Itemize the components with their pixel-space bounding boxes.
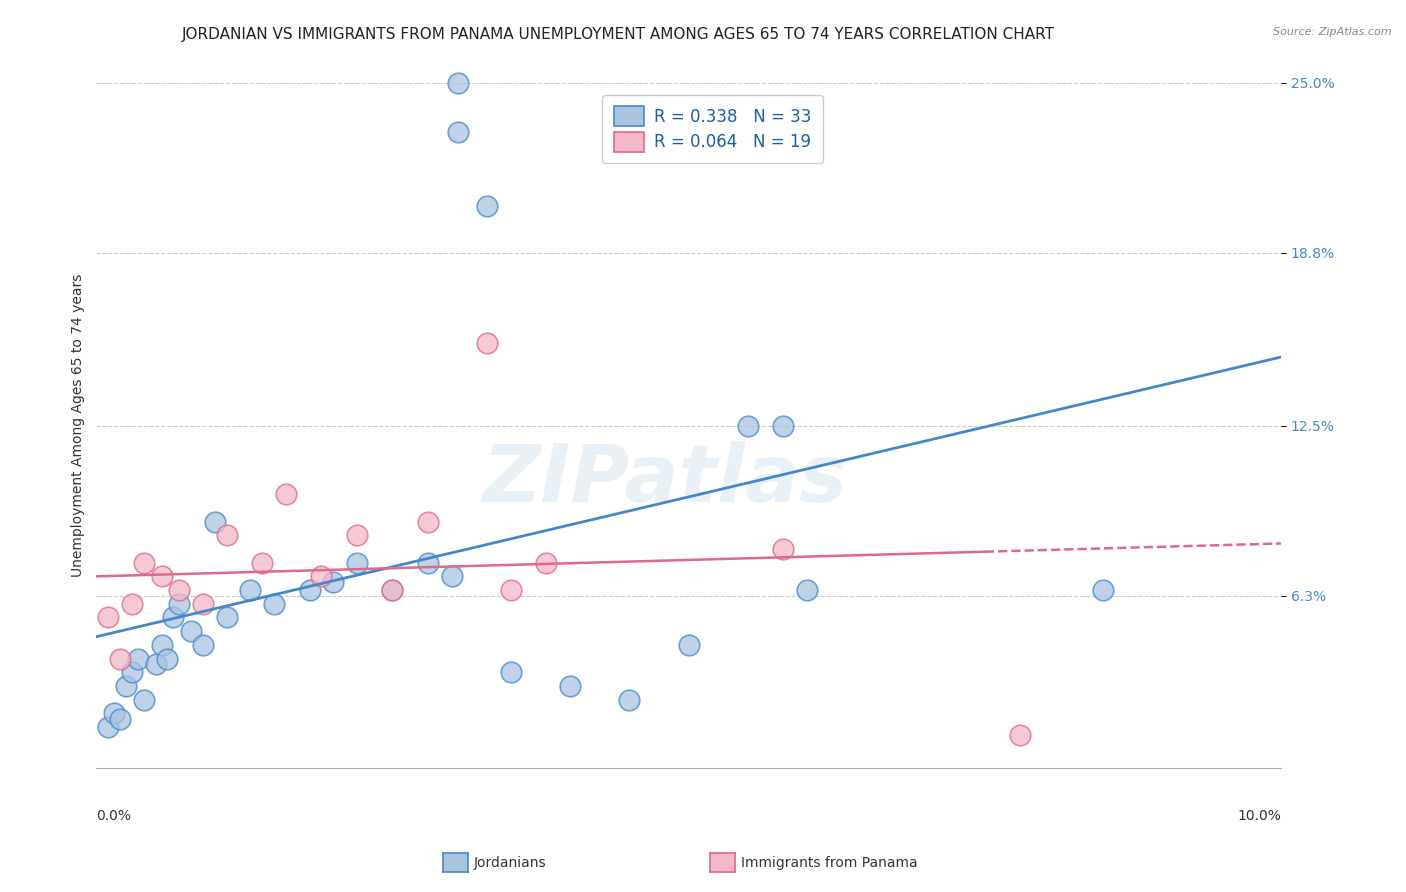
- Jordanians: [204, 515, 226, 529]
- Text: 10.0%: 10.0%: [1237, 809, 1281, 823]
- Immigrants from Panama: [477, 336, 499, 351]
- Immigrants from Panama: [215, 528, 238, 542]
- Y-axis label: Unemployment Among Ages 65 to 74 years: Unemployment Among Ages 65 to 74 years: [72, 274, 86, 577]
- Jordanians: [477, 199, 499, 213]
- Immigrants from Panama: [169, 583, 191, 598]
- Jordanians: [560, 679, 582, 693]
- Text: Source: ZipAtlas.com: Source: ZipAtlas.com: [1274, 27, 1392, 37]
- Text: 0.0%: 0.0%: [97, 809, 131, 823]
- Jordanians: [162, 610, 184, 624]
- Jordanians: [346, 556, 368, 570]
- Text: ZIPatlas: ZIPatlas: [482, 442, 848, 519]
- Immigrants from Panama: [274, 487, 297, 501]
- Jordanians: [796, 583, 818, 598]
- Legend: R = 0.338   N = 33, R = 0.064   N = 19: R = 0.338 N = 33, R = 0.064 N = 19: [602, 95, 823, 163]
- Immigrants from Panama: [97, 610, 120, 624]
- Jordanians: [191, 638, 214, 652]
- Jordanians: [1092, 583, 1115, 598]
- Immigrants from Panama: [772, 541, 794, 556]
- Immigrants from Panama: [132, 556, 155, 570]
- Jordanians: [132, 692, 155, 706]
- Jordanians: [215, 610, 238, 624]
- Jordanians: [145, 657, 167, 672]
- Jordanians: [772, 418, 794, 433]
- Jordanians: [108, 712, 131, 726]
- Immigrants from Panama: [311, 569, 333, 583]
- Jordanians: [298, 583, 321, 598]
- Point: [446, 76, 468, 90]
- Jordanians: [619, 692, 641, 706]
- Immigrants from Panama: [121, 597, 143, 611]
- Immigrants from Panama: [191, 597, 214, 611]
- Jordanians: [156, 651, 179, 665]
- Jordanians: [263, 597, 285, 611]
- Jordanians: [115, 679, 138, 693]
- Immigrants from Panama: [536, 556, 558, 570]
- Jordanians: [150, 638, 173, 652]
- Jordanians: [180, 624, 202, 639]
- Jordanians: [127, 651, 149, 665]
- Jordanians: [737, 418, 759, 433]
- Immigrants from Panama: [150, 569, 173, 583]
- Jordanians: [121, 665, 143, 680]
- Immigrants from Panama: [381, 583, 404, 598]
- Text: Jordanians: Jordanians: [474, 855, 547, 870]
- Jordanians: [97, 720, 120, 734]
- Immigrants from Panama: [1010, 728, 1032, 742]
- Jordanians: [440, 569, 463, 583]
- Jordanians: [322, 574, 344, 589]
- Jordanians: [499, 665, 522, 680]
- Text: Immigrants from Panama: Immigrants from Panama: [741, 855, 918, 870]
- Jordanians: [416, 556, 439, 570]
- Text: JORDANIAN VS IMMIGRANTS FROM PANAMA UNEMPLOYMENT AMONG AGES 65 TO 74 YEARS CORRE: JORDANIAN VS IMMIGRANTS FROM PANAMA UNEM…: [183, 27, 1054, 42]
- Immigrants from Panama: [416, 515, 439, 529]
- Immigrants from Panama: [250, 556, 273, 570]
- Jordanians: [169, 597, 191, 611]
- Jordanians: [103, 706, 125, 721]
- Jordanians: [381, 583, 404, 598]
- Point: [446, 125, 468, 139]
- Jordanians: [239, 583, 262, 598]
- Immigrants from Panama: [499, 583, 522, 598]
- Jordanians: [678, 638, 700, 652]
- Immigrants from Panama: [346, 528, 368, 542]
- Immigrants from Panama: [108, 651, 131, 665]
